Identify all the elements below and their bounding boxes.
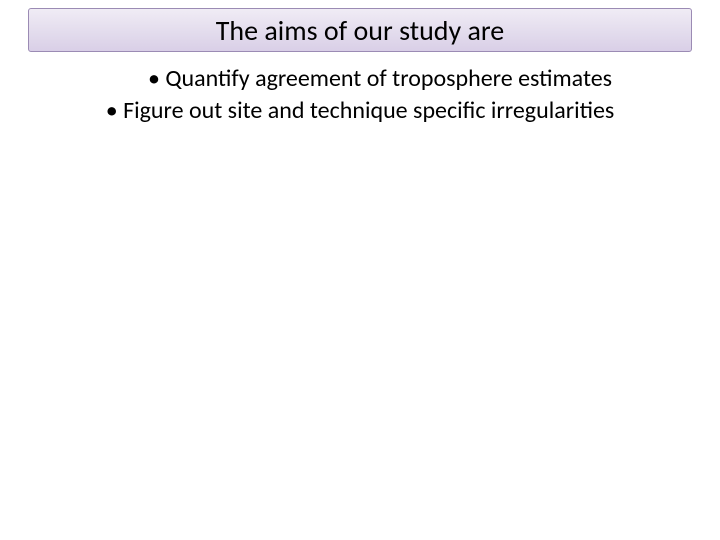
slide-title: The aims of our study are (216, 13, 505, 48)
slide: The aims of our study are Quantify agree… (0, 0, 720, 540)
bullet-item: Figure out site and technique specific i… (48, 96, 672, 126)
bullet-item: Quantify agreement of troposphere estima… (48, 64, 672, 94)
title-box: The aims of our study are (28, 8, 692, 52)
bullet-list: Quantify agreement of troposphere estima… (48, 64, 672, 128)
